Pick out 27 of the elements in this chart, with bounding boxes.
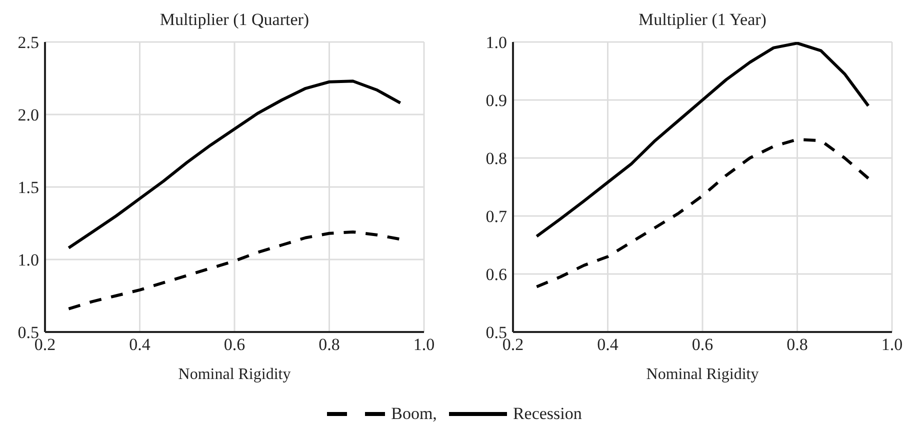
line-series (535, 42, 870, 238)
legend-label: Recession (512, 404, 582, 424)
y-tick-label: 1.0 (486, 33, 507, 52)
y-tick-label: 1.0 (18, 250, 39, 270)
chart-title: Multiplier (1 Quarter) (158, 10, 310, 30)
y-tick-label: 0.7 (486, 207, 508, 226)
x-tick-label: 0.8 (318, 335, 340, 354)
y-tick-label: 0.9 (486, 91, 507, 110)
line-series (67, 230, 402, 310)
line-series (535, 138, 870, 288)
x-tick-label: 0.6 (224, 335, 246, 354)
y-tick-label: 2.5 (18, 33, 39, 52)
chart-title: Multiplier (1 Year) (638, 10, 768, 30)
y-tick-label: 1.5 (18, 178, 39, 198)
y-tick-label: 2.0 (18, 106, 39, 125)
x-tick-label: 0.6 (692, 335, 714, 354)
x-tick-label: 1.0 (881, 335, 903, 354)
x-tick-label: 0.8 (786, 335, 808, 354)
y-tick-label: 0.8 (486, 149, 507, 168)
x-tick-label: 0.4 (129, 335, 151, 354)
x-tick-label: 1.0 (413, 335, 435, 354)
x-axis-title: Nominal Rigidity (645, 366, 760, 384)
x-axis-title: Nominal Rigidity (177, 366, 292, 384)
line-series (67, 80, 402, 250)
y-tick-label: 0.6 (486, 265, 507, 284)
x-tick-label: 0.4 (597, 335, 619, 354)
legend-label: Boom, (391, 404, 437, 424)
